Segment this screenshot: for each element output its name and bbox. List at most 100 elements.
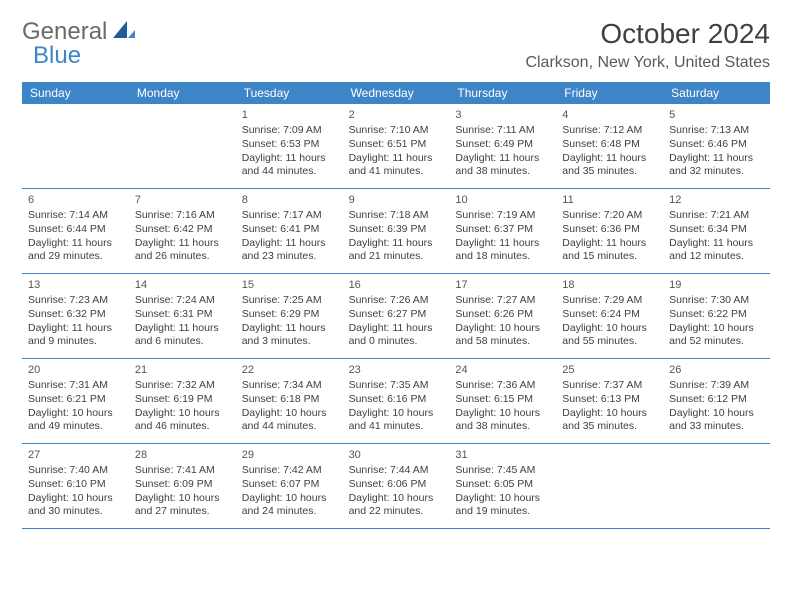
- calendar-day-cell: 29Sunrise: 7:42 AMSunset: 6:07 PMDayligh…: [236, 444, 343, 528]
- calendar-day-cell: 13Sunrise: 7:23 AMSunset: 6:32 PMDayligh…: [22, 274, 129, 358]
- sunset-text: Sunset: 6:27 PM: [349, 308, 444, 322]
- calendar-day-cell: 3Sunrise: 7:11 AMSunset: 6:49 PMDaylight…: [449, 104, 556, 188]
- daylight-text: Daylight: 10 hours and 55 minutes.: [562, 322, 657, 349]
- calendar-day-cell: 8Sunrise: 7:17 AMSunset: 6:41 PMDaylight…: [236, 189, 343, 273]
- daylight-text: Daylight: 10 hours and 49 minutes.: [28, 407, 123, 434]
- sunrise-text: Sunrise: 7:13 AM: [669, 124, 764, 138]
- header-right: October 2024 Clarkson, New York, United …: [525, 18, 770, 72]
- sunrise-text: Sunrise: 7:40 AM: [28, 464, 123, 478]
- sunset-text: Sunset: 6:26 PM: [455, 308, 550, 322]
- calendar-day-cell: 19Sunrise: 7:30 AMSunset: 6:22 PMDayligh…: [663, 274, 770, 358]
- sunrise-text: Sunrise: 7:44 AM: [349, 464, 444, 478]
- daylight-text: Daylight: 11 hours and 21 minutes.: [349, 237, 444, 264]
- sunset-text: Sunset: 6:49 PM: [455, 138, 550, 152]
- weekday-header: Wednesday: [343, 82, 450, 104]
- day-number: 18: [562, 278, 657, 292]
- daylight-text: Daylight: 10 hours and 38 minutes.: [455, 407, 550, 434]
- day-number: 26: [669, 363, 764, 377]
- sunset-text: Sunset: 6:37 PM: [455, 223, 550, 237]
- sunrise-text: Sunrise: 7:32 AM: [135, 379, 230, 393]
- calendar-week-row: 20Sunrise: 7:31 AMSunset: 6:21 PMDayligh…: [22, 359, 770, 444]
- calendar-day-cell: 9 Sunrise: 7:18 AMSunset: 6:39 PMDaylight…: [343, 189, 450, 273]
- sunrise-text: Sunrise: 7:23 AM: [28, 294, 123, 308]
- daylight-text: Daylight: 10 hours and 27 minutes.: [135, 492, 230, 519]
- calendar-day-cell: 14Sunrise: 7:24 AMSunset: 6:31 PMDayligh…: [129, 274, 236, 358]
- sail-icon: [113, 18, 135, 46]
- day-number: 22: [242, 363, 337, 377]
- sunrise-text: Sunrise: 7:16 AM: [135, 209, 230, 223]
- daylight-text: Daylight: 10 hours and 58 minutes.: [455, 322, 550, 349]
- calendar-day-cell: 27Sunrise: 7:40 AMSunset: 6:10 PMDayligh…: [22, 444, 129, 528]
- weekday-header: Friday: [556, 82, 663, 104]
- day-number: 10: [455, 193, 550, 207]
- weekday-header: Monday: [129, 82, 236, 104]
- sunrise-text: Sunrise: 7:35 AM: [349, 379, 444, 393]
- daylight-text: Daylight: 10 hours and 52 minutes.: [669, 322, 764, 349]
- calendar-empty-cell: [22, 104, 129, 188]
- calendar-day-cell: 28Sunrise: 7:41 AMSunset: 6:09 PMDayligh…: [129, 444, 236, 528]
- sunset-text: Sunset: 6:09 PM: [135, 478, 230, 492]
- weekday-header-row: Sunday Monday Tuesday Wednesday Thursday…: [22, 82, 770, 104]
- daylight-text: Daylight: 10 hours and 30 minutes.: [28, 492, 123, 519]
- daylight-text: Daylight: 11 hours and 0 minutes.: [349, 322, 444, 349]
- weekday-header: Saturday: [663, 82, 770, 104]
- calendar-empty-cell: [129, 104, 236, 188]
- calendar-day-cell: 11Sunrise: 7:20 AMSunset: 6:36 PMDayligh…: [556, 189, 663, 273]
- sunset-text: Sunset: 6:34 PM: [669, 223, 764, 237]
- calendar-day-cell: 31Sunrise: 7:45 AMSunset: 6:05 PMDayligh…: [449, 444, 556, 528]
- calendar-day-cell: 30Sunrise: 7:44 AMSunset: 6:06 PMDayligh…: [343, 444, 450, 528]
- sunset-text: Sunset: 6:05 PM: [455, 478, 550, 492]
- day-number: 5: [669, 108, 764, 122]
- daylight-text: Daylight: 10 hours and 44 minutes.: [242, 407, 337, 434]
- day-number: 4: [562, 108, 657, 122]
- day-number: 19: [669, 278, 764, 292]
- sunset-text: Sunset: 6:39 PM: [349, 223, 444, 237]
- header: General Blue October 2024 Clarkson, New …: [22, 18, 770, 72]
- daylight-text: Daylight: 10 hours and 41 minutes.: [349, 407, 444, 434]
- day-number: 17: [455, 278, 550, 292]
- calendar-day-cell: 25Sunrise: 7:37 AMSunset: 6:13 PMDayligh…: [556, 359, 663, 443]
- calendar-week-row: 6Sunrise: 7:14 AMSunset: 6:44 PMDaylight…: [22, 189, 770, 274]
- daylight-text: Daylight: 10 hours and 22 minutes.: [349, 492, 444, 519]
- daylight-text: Daylight: 11 hours and 23 minutes.: [242, 237, 337, 264]
- day-number: 1: [242, 108, 337, 122]
- calendar-empty-cell: [556, 444, 663, 528]
- daylight-text: Daylight: 11 hours and 9 minutes.: [28, 322, 123, 349]
- sunrise-text: Sunrise: 7:42 AM: [242, 464, 337, 478]
- sunset-text: Sunset: 6:24 PM: [562, 308, 657, 322]
- daylight-text: Daylight: 11 hours and 6 minutes.: [135, 322, 230, 349]
- sunrise-text: Sunrise: 7:11 AM: [455, 124, 550, 138]
- sunset-text: Sunset: 6:53 PM: [242, 138, 337, 152]
- calendar-day-cell: 20Sunrise: 7:31 AMSunset: 6:21 PMDayligh…: [22, 359, 129, 443]
- sunrise-text: Sunrise: 7:19 AM: [455, 209, 550, 223]
- day-number: 20: [28, 363, 123, 377]
- calendar-week-row: 27Sunrise: 7:40 AMSunset: 6:10 PMDayligh…: [22, 444, 770, 529]
- daylight-text: Daylight: 11 hours and 15 minutes.: [562, 237, 657, 264]
- calendar-day-cell: 7Sunrise: 7:16 AMSunset: 6:42 PMDaylight…: [129, 189, 236, 273]
- daylight-text: Daylight: 10 hours and 33 minutes.: [669, 407, 764, 434]
- calendar-day-cell: 15Sunrise: 7:25 AMSunset: 6:29 PMDayligh…: [236, 274, 343, 358]
- sunset-text: Sunset: 6:48 PM: [562, 138, 657, 152]
- sunset-text: Sunset: 6:18 PM: [242, 393, 337, 407]
- calendar-day-cell: 22Sunrise: 7:34 AMSunset: 6:18 PMDayligh…: [236, 359, 343, 443]
- sunset-text: Sunset: 6:07 PM: [242, 478, 337, 492]
- sunrise-text: Sunrise: 7:10 AM: [349, 124, 444, 138]
- day-number: 15: [242, 278, 337, 292]
- daylight-text: Daylight: 11 hours and 3 minutes.: [242, 322, 337, 349]
- calendar-day-cell: 21Sunrise: 7:32 AMSunset: 6:19 PMDayligh…: [129, 359, 236, 443]
- sunrise-text: Sunrise: 7:31 AM: [28, 379, 123, 393]
- sunset-text: Sunset: 6:46 PM: [669, 138, 764, 152]
- daylight-text: Daylight: 11 hours and 41 minutes.: [349, 152, 444, 179]
- day-number: 9: [349, 193, 444, 207]
- day-number: 29: [242, 448, 337, 462]
- calendar-day-cell: 5Sunrise: 7:13 AMSunset: 6:46 PMDaylight…: [663, 104, 770, 188]
- calendar-day-cell: 16Sunrise: 7:26 AMSunset: 6:27 PMDayligh…: [343, 274, 450, 358]
- weekday-header: Sunday: [22, 82, 129, 104]
- sunrise-text: Sunrise: 7:18 AM: [349, 209, 444, 223]
- calendar-day-cell: 1Sunrise: 7:09 AMSunset: 6:53 PMDaylight…: [236, 104, 343, 188]
- sunrise-text: Sunrise: 7:29 AM: [562, 294, 657, 308]
- calendar-day-cell: 2Sunrise: 7:10 AMSunset: 6:51 PMDaylight…: [343, 104, 450, 188]
- sunset-text: Sunset: 6:36 PM: [562, 223, 657, 237]
- day-number: 13: [28, 278, 123, 292]
- daylight-text: Daylight: 11 hours and 38 minutes.: [455, 152, 550, 179]
